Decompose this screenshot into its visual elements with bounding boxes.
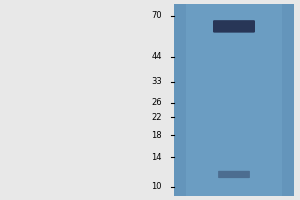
- Text: 14: 14: [152, 153, 162, 162]
- Text: 10: 10: [152, 182, 162, 191]
- Text: 22: 22: [152, 113, 162, 122]
- FancyBboxPatch shape: [213, 20, 255, 33]
- Text: kDa: kDa: [144, 0, 162, 1]
- Bar: [174, 4, 294, 196]
- Text: 18: 18: [152, 131, 162, 140]
- Text: 70: 70: [152, 11, 162, 20]
- Text: 33: 33: [151, 77, 162, 86]
- Text: 26: 26: [152, 98, 162, 107]
- Text: 44: 44: [152, 52, 162, 61]
- FancyBboxPatch shape: [218, 171, 250, 178]
- Bar: [282, 4, 294, 196]
- Bar: [174, 4, 186, 196]
